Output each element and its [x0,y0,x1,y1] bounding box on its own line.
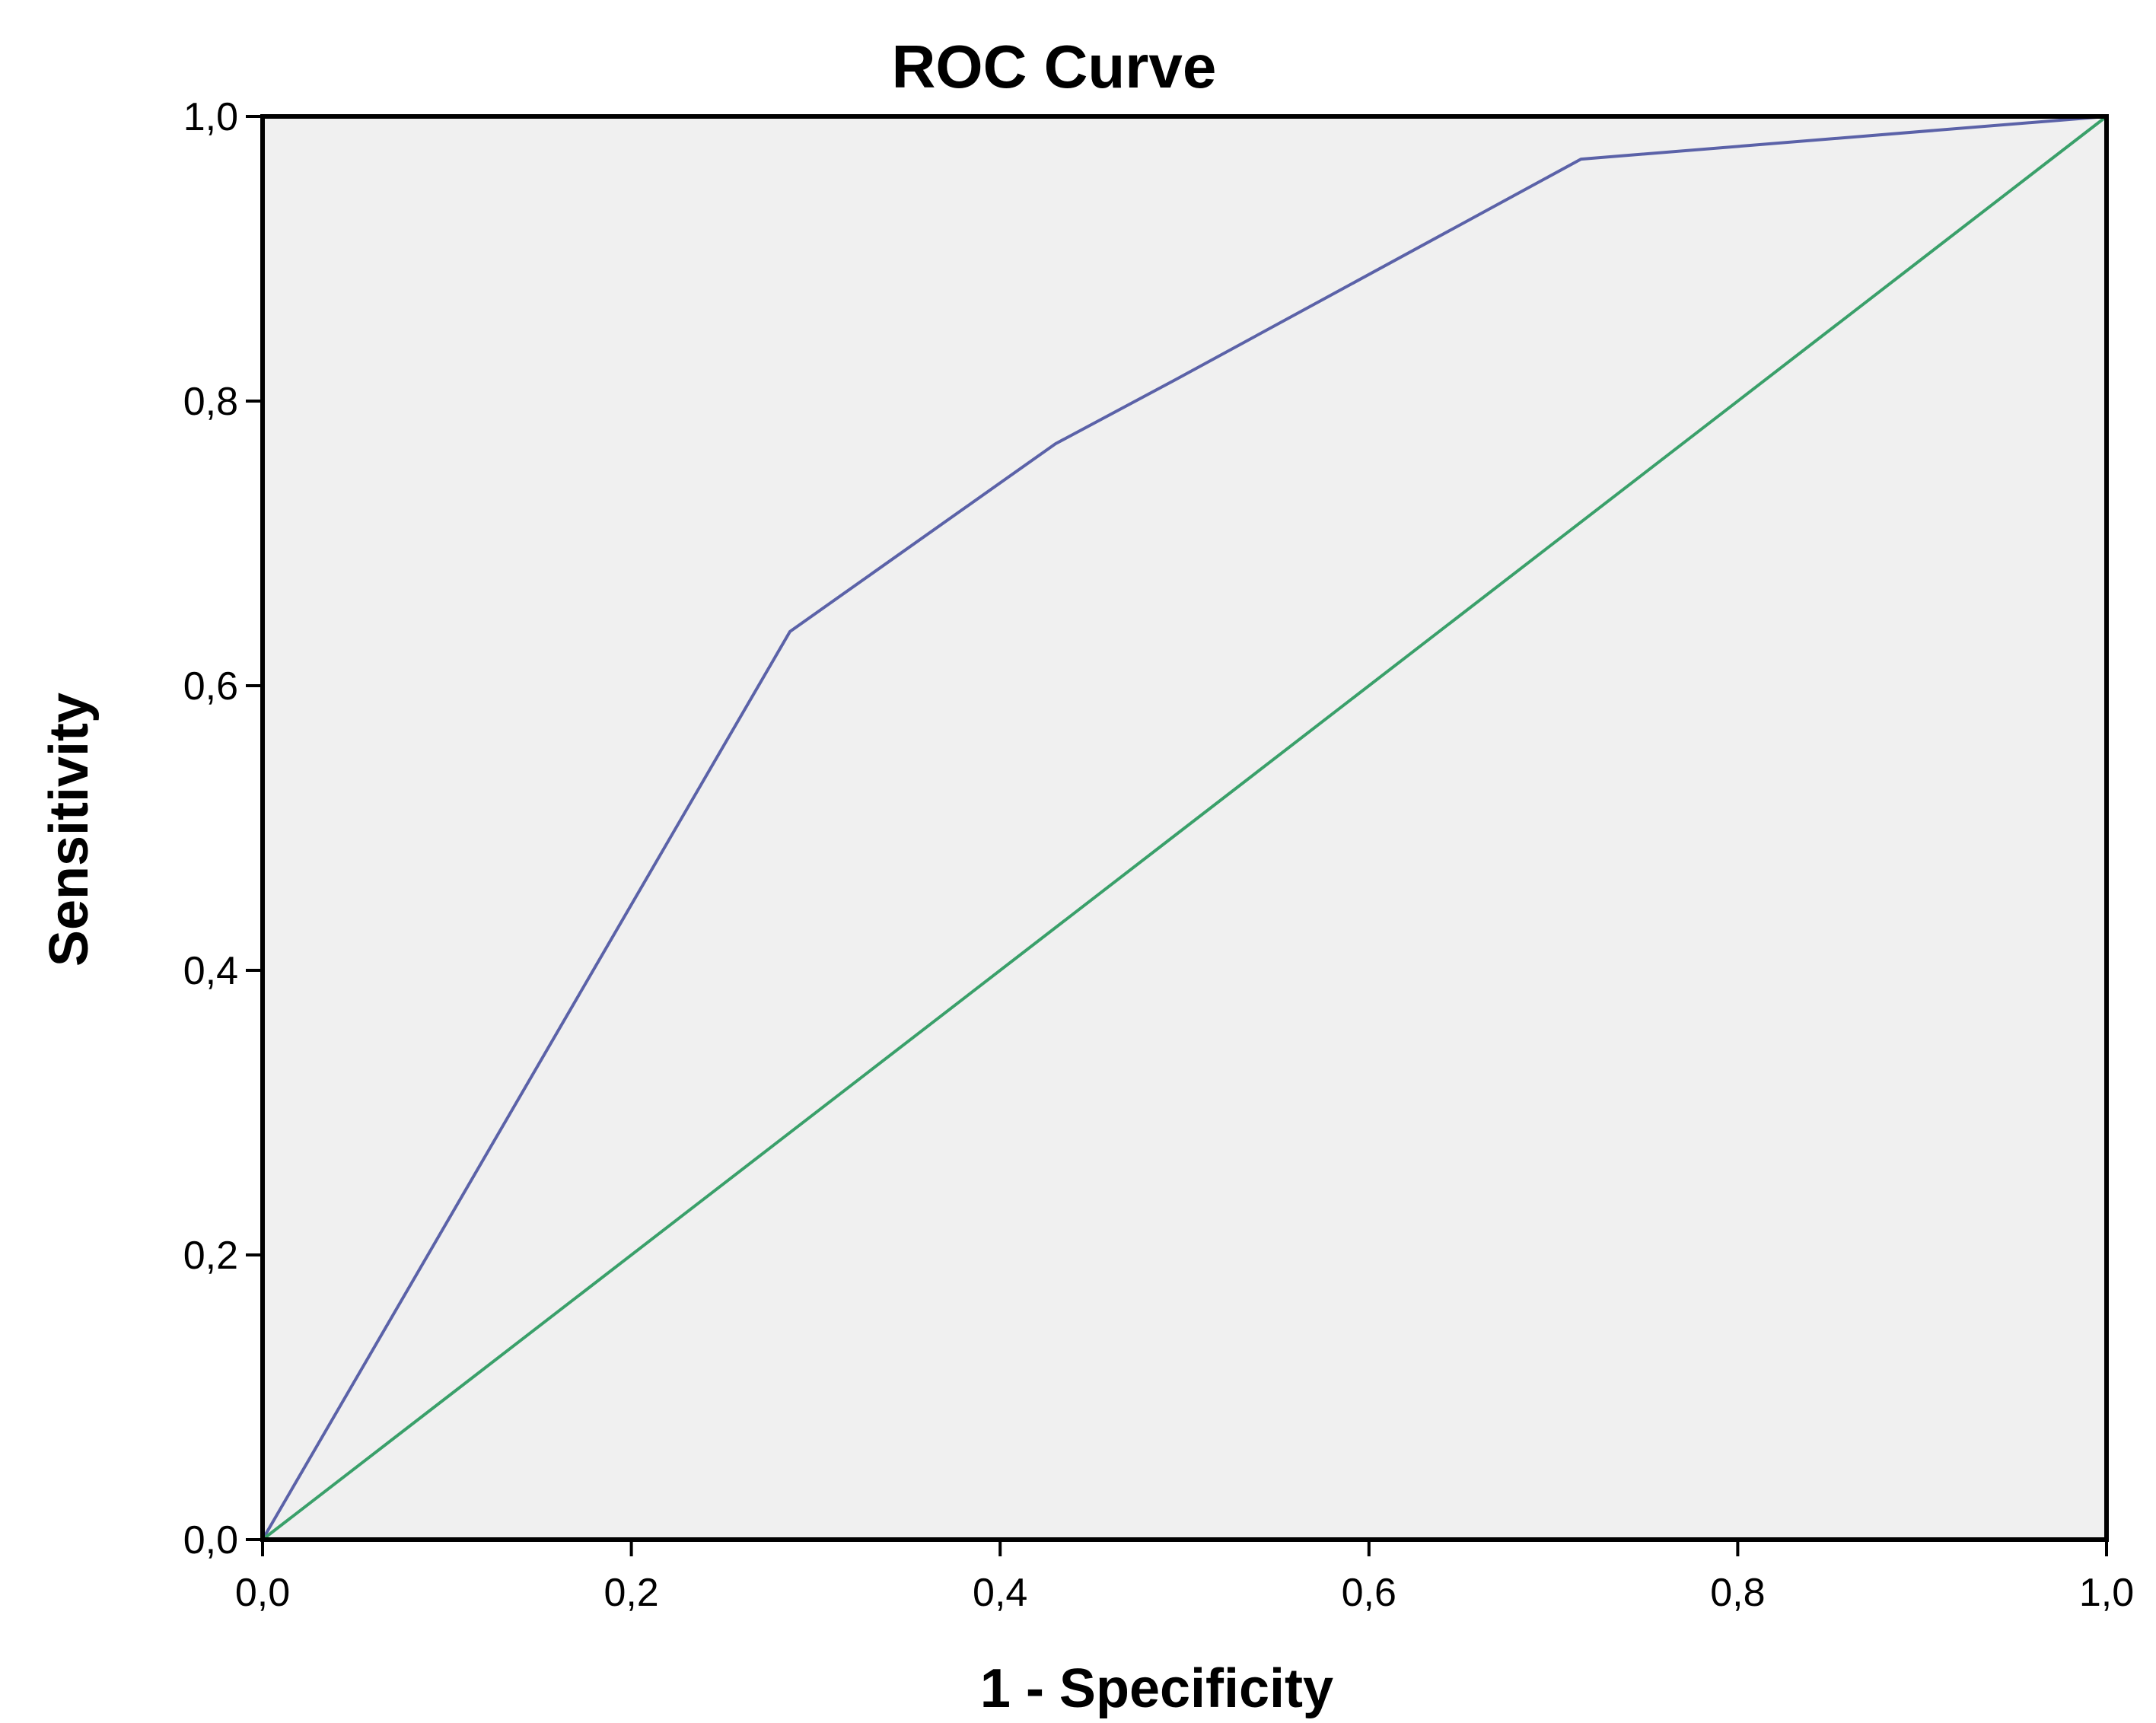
y-tick-label: 0,8 [183,380,238,424]
series-lines [261,115,2108,1541]
tick-labels: 0,0 0,2 0,4 0,6 0,8 1,0 0,0 0,2 0,4 0,6 0,8 1,0 [183,95,2134,1615]
y-tick-label: 0,4 [183,949,238,993]
y-axis-title: Sensitivity [39,693,100,967]
x-tick-label: 0,4 [973,1571,1027,1615]
y-tick-label: 0,2 [183,1234,238,1278]
y-tick-label: 0,6 [183,664,238,709]
tick-marks [246,115,2108,1556]
x-tick-label: 0,0 [235,1571,290,1615]
y-tick-label: 0,0 [183,1518,238,1562]
chart-title: ROC Curve [892,33,1217,100]
x-tick-label: 1,0 [2079,1571,2134,1615]
reference-diagonal-line [261,115,2108,1541]
y-tick-label: 1,0 [183,95,238,139]
plot-frame [260,114,2109,1542]
roc-curve-line [261,115,2107,1541]
x-axis-title: 1 - Specificity [980,1658,1333,1719]
x-tick-label: 0,6 [1342,1571,1396,1615]
x-tick-label: 0,2 [603,1571,658,1615]
x-tick-label: 0,8 [1710,1571,1765,1615]
